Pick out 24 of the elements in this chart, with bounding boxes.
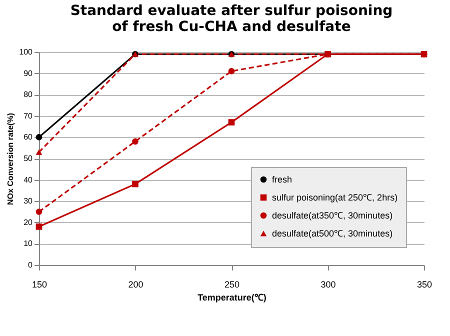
y-tick-label: 20 [24,218,34,227]
legend-label: sulfur poisoning(at 250℃, 2hrs) [272,192,398,202]
y-tick-label: 90 [24,68,34,78]
y-tick-label: 30 [24,196,34,206]
x-axis-title: Temperature(℃) [198,292,266,302]
x-tick-label: 150 [32,280,48,290]
x-tick-label: 300 [320,280,336,290]
legend-label: desulfate(at350℃, 30minutes) [272,210,393,220]
x-tick-label: 200 [128,280,144,290]
y-tick-label: 40 [24,175,34,184]
y-tick-label: 80 [24,90,34,100]
y-tick-label: 0 [28,260,34,270]
y-tick-label: 100 [19,48,34,56]
y-tick-label: 50 [24,154,34,163]
y-axis-title: NOx Conversion rate(%) [6,112,16,206]
text: Standard evaluate after sulfur poisoning [70,3,393,19]
x-tick-label: 350 [416,280,432,290]
legend-label: desulfate(at500℃, 30minutes) [272,228,393,238]
y-tick-label: 60 [24,132,34,142]
x-tick-label: 250 [224,280,240,290]
text: of fresh Cu-CHA and desulfate [112,19,351,35]
y-tick-label: 10 [24,239,34,248]
y-tick-label: 70 [24,111,34,120]
legend-label: fresh [272,174,292,184]
